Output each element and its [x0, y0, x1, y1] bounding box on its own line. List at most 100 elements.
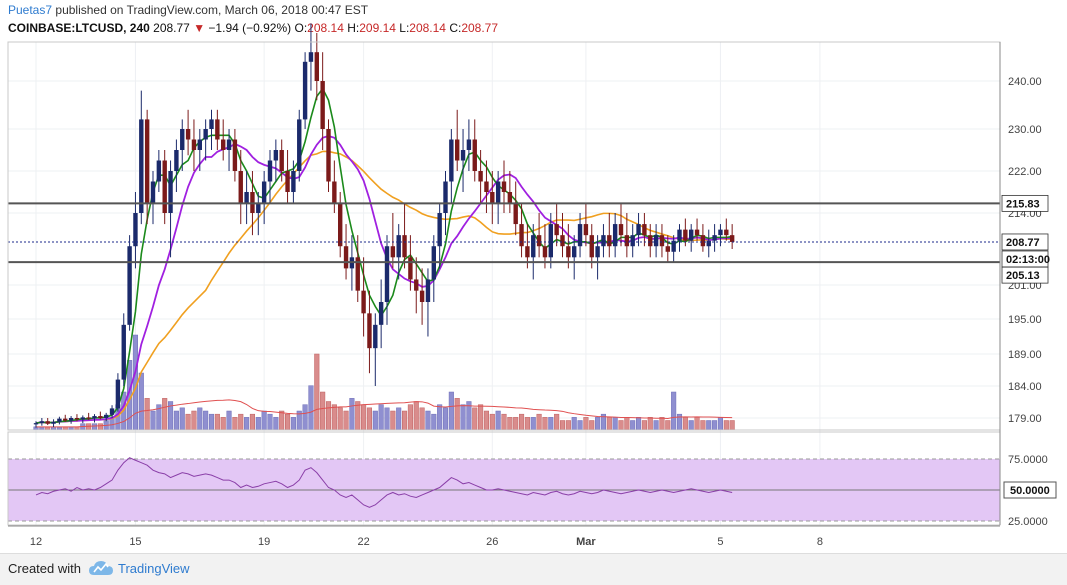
candle-body	[308, 52, 314, 62]
candle-body	[566, 246, 571, 258]
candle-body	[215, 119, 220, 140]
current-price-badge-text: 208.77	[1006, 237, 1040, 249]
candle-body	[367, 313, 372, 349]
volume-bar	[308, 385, 314, 431]
volume-bar	[618, 420, 624, 431]
candle	[718, 224, 723, 247]
candle-body	[396, 235, 401, 258]
candle-body	[583, 224, 589, 236]
volume-bar	[454, 398, 460, 431]
publish-info: Puetas7 published on TradingView.com, Ma…	[8, 3, 368, 17]
volume-bar	[232, 417, 238, 431]
candle	[536, 213, 542, 258]
candle	[449, 129, 454, 203]
time-tick-label: 22	[357, 536, 369, 548]
volume-bar	[495, 410, 501, 431]
volume-bar	[273, 417, 279, 431]
candle	[490, 171, 495, 225]
horizontal-levels	[8, 202, 1000, 264]
volume-bar	[712, 420, 718, 431]
volume-bar	[337, 407, 343, 431]
candle	[273, 139, 279, 182]
candle	[595, 235, 600, 280]
ohlc-high-label: H:	[347, 21, 360, 35]
pane-borders	[7, 41, 1001, 527]
candle-body	[624, 235, 630, 247]
candle-body	[86, 417, 91, 419]
volume-bar	[372, 410, 378, 431]
candle-body	[653, 235, 659, 247]
candle-body	[712, 235, 717, 241]
candle	[700, 224, 706, 252]
candle-body	[402, 235, 407, 258]
level-badge-lower: 205.13	[1001, 266, 1049, 284]
volume-bar	[636, 417, 642, 431]
candle-body	[607, 235, 612, 247]
candle	[501, 160, 507, 213]
candle-body	[326, 129, 331, 182]
candle-body	[197, 139, 202, 150]
candle	[150, 171, 156, 225]
volume-bar	[407, 404, 413, 431]
candle-body	[191, 139, 197, 150]
candle-body	[665, 246, 670, 252]
candle	[373, 313, 378, 386]
candle-body	[80, 417, 85, 420]
candle-body	[706, 240, 711, 247]
volume-bar	[320, 391, 326, 431]
candle-body	[612, 224, 618, 247]
volume-bar	[559, 420, 566, 431]
candle	[209, 109, 214, 150]
candle-body	[68, 418, 74, 421]
candle	[466, 119, 472, 171]
price-chart[interactable]: 240.00230.00222.00214.00201.00195.00189.…	[0, 0, 1067, 552]
volume-bar	[671, 391, 677, 431]
published-text: published on TradingView.com, March 06, …	[55, 3, 369, 17]
last-price: 208.77	[153, 21, 190, 35]
volume-bar	[682, 417, 688, 431]
volume-bar	[460, 404, 466, 431]
candle	[144, 109, 150, 225]
candle-body	[630, 235, 635, 247]
rsi-axis[interactable]: 75.0000 50.0000 25.0000	[1003, 454, 1057, 528]
candle	[33, 421, 39, 428]
candle-body	[150, 181, 156, 203]
time-axis[interactable]: 12 15 19 22 26 Mar 5 8	[30, 536, 823, 548]
tradingview-cloud-icon[interactable]	[88, 559, 114, 579]
candle-body	[185, 129, 191, 140]
ohlc-close: 208.77	[461, 21, 499, 35]
time-tick-label: 15	[129, 536, 141, 548]
candle	[548, 213, 553, 269]
price-axis[interactable]: 240.00230.00222.00214.00201.00195.00189.…	[1008, 76, 1042, 425]
candle	[92, 414, 97, 423]
symbol-label[interactable]: COINBASE:LTCUSD, 240	[8, 21, 150, 35]
publisher-name[interactable]: Puetas7	[8, 3, 53, 17]
volume-bar	[384, 407, 390, 431]
volume-bar	[606, 417, 612, 431]
volume-bar	[226, 410, 232, 431]
tradingview-brand-link[interactable]: TradingView	[118, 561, 190, 576]
volume-ma-line	[36, 399, 733, 428]
candle-body	[121, 324, 126, 380]
candle-body	[168, 171, 173, 213]
candle	[455, 109, 460, 171]
candle	[180, 119, 185, 171]
candle	[624, 213, 630, 258]
candle	[601, 224, 606, 258]
candle	[68, 416, 74, 424]
candle	[343, 224, 349, 280]
candle	[261, 171, 267, 225]
candle	[677, 224, 682, 252]
volume-bar	[402, 410, 408, 431]
candle	[314, 33, 319, 101]
candle-body	[636, 224, 641, 236]
candle	[133, 192, 138, 269]
candle-body	[577, 224, 583, 247]
volume-bar	[185, 413, 191, 431]
volume-bar	[437, 404, 443, 431]
candle	[472, 119, 477, 182]
footer-bar: Created with TradingView	[0, 553, 1067, 585]
price-tick-label: 189.00	[1008, 349, 1042, 361]
volume-bar	[425, 410, 431, 431]
candle-body	[74, 418, 80, 420]
